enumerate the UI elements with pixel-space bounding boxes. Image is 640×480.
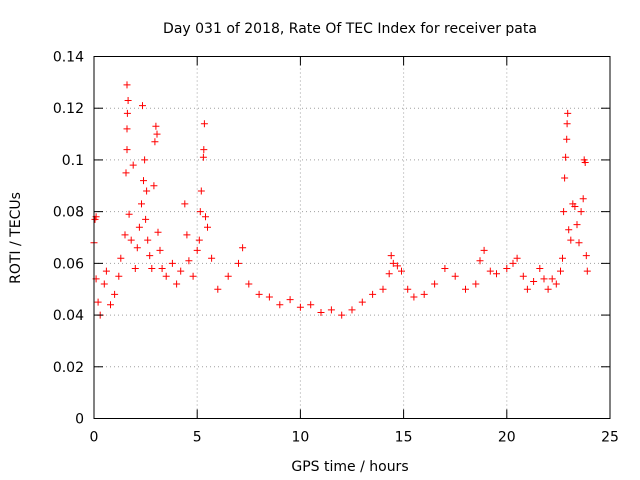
y-tick-label: 0.08 <box>53 205 84 221</box>
chart-title: Day 031 of 2018, Rate Of TEC Index for r… <box>163 21 537 37</box>
plot-frame <box>93 56 611 419</box>
data-points-layer <box>90 81 591 319</box>
x-tick-label: 0 <box>90 430 99 446</box>
x-tick-label: 20 <box>498 430 516 446</box>
y-tick-label: 0.02 <box>53 360 84 376</box>
x-tick-label: 10 <box>291 430 309 446</box>
x-tick-label: 15 <box>395 430 413 446</box>
x-tick-label: 25 <box>601 430 619 446</box>
data-point-markers <box>90 81 591 319</box>
y-tick-label: 0.12 <box>53 101 84 117</box>
grid-layer <box>94 56 610 419</box>
tick-labels-layer: 0 0.02 0.04 0.06 0.08 0.1 0.12 0.14 0 5 10 15 20 25 <box>53 50 619 446</box>
y-tick-label: 0.14 <box>53 50 84 66</box>
y-tick-label: 0.06 <box>53 256 84 272</box>
ticks-layer <box>93 56 611 419</box>
x-axis-label: GPS time / hours <box>291 459 408 475</box>
y-tick-label: 0.1 <box>62 153 84 169</box>
y-tick-label: 0 <box>75 412 84 428</box>
x-tick-label: 5 <box>193 430 202 446</box>
y-axis-label: ROTI / TECUs <box>8 192 24 284</box>
y-tick-label: 0.04 <box>53 308 84 324</box>
